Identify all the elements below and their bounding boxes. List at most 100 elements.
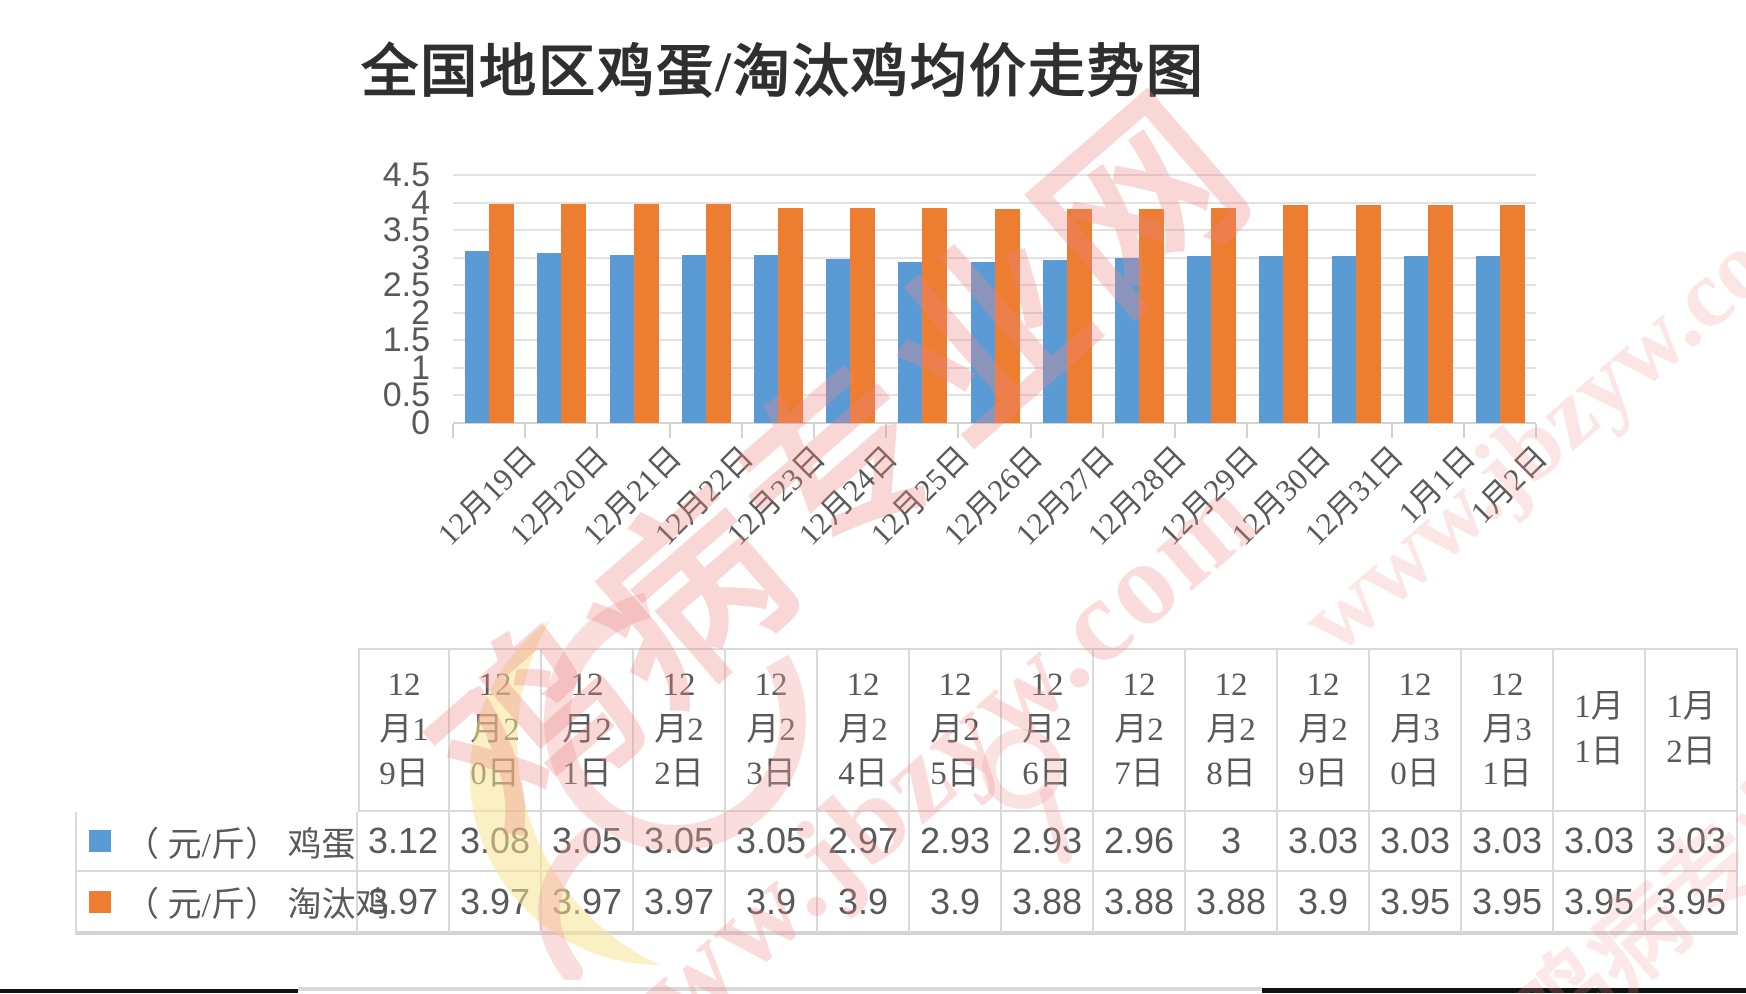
bar-culled-chicken [561,204,587,423]
table-value-egg: 3.03 [1646,812,1738,872]
x-axis-tick [740,424,743,438]
y-axis-tick-label: 2.5 [382,266,430,305]
table-value-egg: 3.08 [450,812,542,872]
bar-egg [826,259,851,423]
x-axis-tick [1390,424,1393,438]
bar-culled-chicken [489,204,515,423]
bar-culled-chicken [994,209,1020,423]
bar-culled-chicken [705,204,731,423]
y-axis-tick-label: 4.5 [382,156,430,194]
x-axis-line [453,422,1536,424]
x-axis-tick [1318,424,1321,438]
table-value-egg: 3.12 [358,812,450,872]
series-name-label: （ 元/斤） 淘汰鸡 [125,887,390,924]
table-value-culled-chicken: 3.95 [1462,872,1554,935]
grid-line [453,174,1536,176]
bar-egg [898,262,923,423]
table-corner-spacer [75,648,358,812]
bar-egg [1187,256,1212,423]
table-value-culled-chicken: 3.95 [1646,872,1738,935]
bar-culled-chicken [1283,205,1309,423]
table-value-egg: 3.03 [1462,812,1554,872]
y-axis-tick-label: 3.5 [382,211,430,250]
bar-egg [1114,258,1139,423]
x-axis-tick [1101,424,1104,438]
table-row-label-egg: （ 元/斤） 鸡蛋 [75,812,358,872]
bar-egg [1475,256,1500,423]
bar-egg [970,262,995,423]
x-axis-tick [1174,424,1176,438]
y-axis-tick-label: 1.5 [382,321,430,360]
table-value-culled-chicken: 3.97 [542,872,634,935]
table-header-date: 12 月2 0日 [450,648,542,812]
table-value-egg: 3.03 [1370,812,1462,872]
bar-culled-chicken [633,204,659,423]
table-value-egg: 2.97 [818,812,910,872]
price-data-table: 12 月1 9日 12 月2 0日 12 月2 1日 12 月2 2日 12 月2 3日… [75,648,1738,935]
table-header-date: 12 月2 1日 [542,648,634,812]
table-value-egg: 2.93 [910,812,1002,872]
table-header-date: 12 月2 6日 [1002,648,1094,812]
x-axis-tick [668,424,671,438]
bar-egg [681,255,706,423]
legend-swatch-culled-chicken-icon [89,890,111,913]
table-header-date: 12 月3 1日 [1462,648,1554,812]
bar-culled-chicken [1066,209,1092,423]
table-value-egg: 2.96 [1094,812,1186,872]
table-value-culled-chicken: 3.9 [910,872,1002,935]
bar-culled-chicken [1355,205,1381,423]
y-axis-tick-label: 4 [411,183,430,222]
table-value-culled-chicken: 3.97 [450,872,542,935]
table-header-date: 12 月2 7日 [1094,648,1186,812]
bar-culled-chicken [1427,205,1453,423]
x-axis-tick [1246,424,1249,438]
x-axis-tick [1462,424,1465,438]
table-value-culled-chicken: 3.88 [1002,872,1094,935]
table-header-date: 12 月3 0日 [1370,648,1462,812]
bar-egg [1259,256,1284,423]
bar-culled-chicken [1138,209,1164,423]
bar-egg [465,251,490,423]
bottom-strip-black-left [0,989,298,993]
table-value-culled-chicken: 3.9 [818,872,910,935]
y-axis-tick-label: 0 [411,404,430,442]
x-axis-tick [813,424,815,438]
table-header-date: 12 月2 5日 [910,648,1002,812]
y-axis-tick-label: 2 [411,293,430,332]
bar-culled-chicken [850,208,876,423]
table-value-egg: 3 [1186,812,1278,872]
table-value-culled-chicken: 3.95 [1370,872,1462,935]
table-value-egg: 3.03 [1278,812,1370,872]
x-axis-tick [957,424,960,438]
table-value-culled-chicken: 3.97 [358,872,450,935]
table-header-date: 12 月2 9日 [1278,648,1370,812]
bar-egg [753,255,778,423]
legend-swatch-egg-icon [89,830,111,852]
bar-egg [1403,256,1428,423]
table-header-date: 12 月1 9日 [358,648,450,812]
bar-culled-chicken [1211,208,1237,423]
y-axis-tick-label: 0.5 [382,376,430,415]
series-name-label: （ 元/斤） 鸡蛋 [125,826,356,864]
bar-culled-chicken [1499,205,1525,423]
bar-culled-chicken [922,208,948,423]
table-value-egg: 2.93 [1002,812,1094,872]
table-value-culled-chicken: 3.9 [1278,872,1370,935]
bottom-strip-gray [298,987,1262,991]
chart-title: 全国地区鸡蛋/淘汰鸡均价走势图 [361,41,1205,104]
table-value-culled-chicken: 3.88 [1094,872,1186,935]
table-header-date: 1月 2日 [1646,648,1738,812]
bar-egg [537,253,562,423]
x-axis-tick [452,424,454,438]
table-value-egg: 3.05 [634,812,726,872]
table-value-egg: 3.05 [726,812,818,872]
table-value-culled-chicken: 3.97 [634,872,726,935]
x-axis-tick [596,424,599,438]
y-axis-tick-label: 3 [411,238,430,277]
table-row-label-culled-chicken: （ 元/斤） 淘汰鸡 [75,872,389,935]
x-axis-tick [1535,424,1537,438]
table-header-date: 1月 1日 [1554,648,1646,812]
bar-culled-chicken [777,208,803,423]
table-value-culled-chicken: 3.9 [726,872,818,935]
